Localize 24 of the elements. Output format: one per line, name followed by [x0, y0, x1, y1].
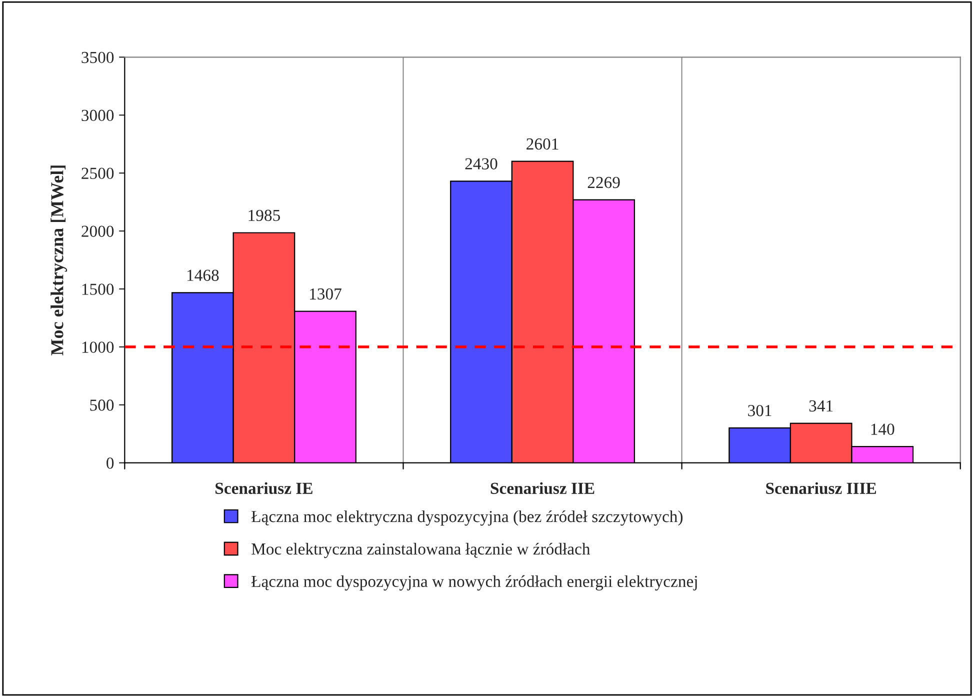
y-tick-label: 1000 — [82, 342, 114, 353]
y-tick-label: 3500 — [82, 52, 114, 64]
y-tick-label: 500 — [90, 400, 114, 411]
x-tick-label: Scenariusz IE — [216, 482, 312, 494]
y-tick-label: 1500 — [82, 284, 114, 295]
data-label: 2601 — [526, 138, 558, 150]
data-label: 1307 — [310, 288, 342, 300]
x-tick-label: Scenariusz IIE — [490, 482, 594, 494]
legend-label: Moc elektryczna zainstalowana łącznie w źródłach — [252, 542, 590, 558]
data-label: 2430 — [465, 158, 498, 170]
y-tick-label: 0 — [106, 458, 114, 469]
data-label: 140 — [871, 424, 894, 435]
data-label: 1985 — [248, 210, 280, 222]
data-label: 301 — [748, 404, 772, 416]
x-tick-label: Scenariusz IIIE — [766, 482, 876, 494]
data-label: 1468 — [187, 270, 219, 281]
y-tick-label: 2000 — [82, 226, 114, 237]
y-tick-label: 2500 — [82, 168, 114, 179]
y-axis-title: Moc elektryczna [MWel] — [50, 166, 68, 356]
data-label: 341 — [809, 400, 833, 412]
legend-label: Łączna moc dyspozycyjna w nowych źródłach energii elektrycznej — [251, 575, 697, 590]
data-label: 2269 — [588, 176, 620, 188]
y-tick-label: 3000 — [82, 110, 114, 122]
legend-label: Łączna moc elektryczna dyspozycyjna (bez źródeł szczytowych) — [251, 510, 683, 526]
